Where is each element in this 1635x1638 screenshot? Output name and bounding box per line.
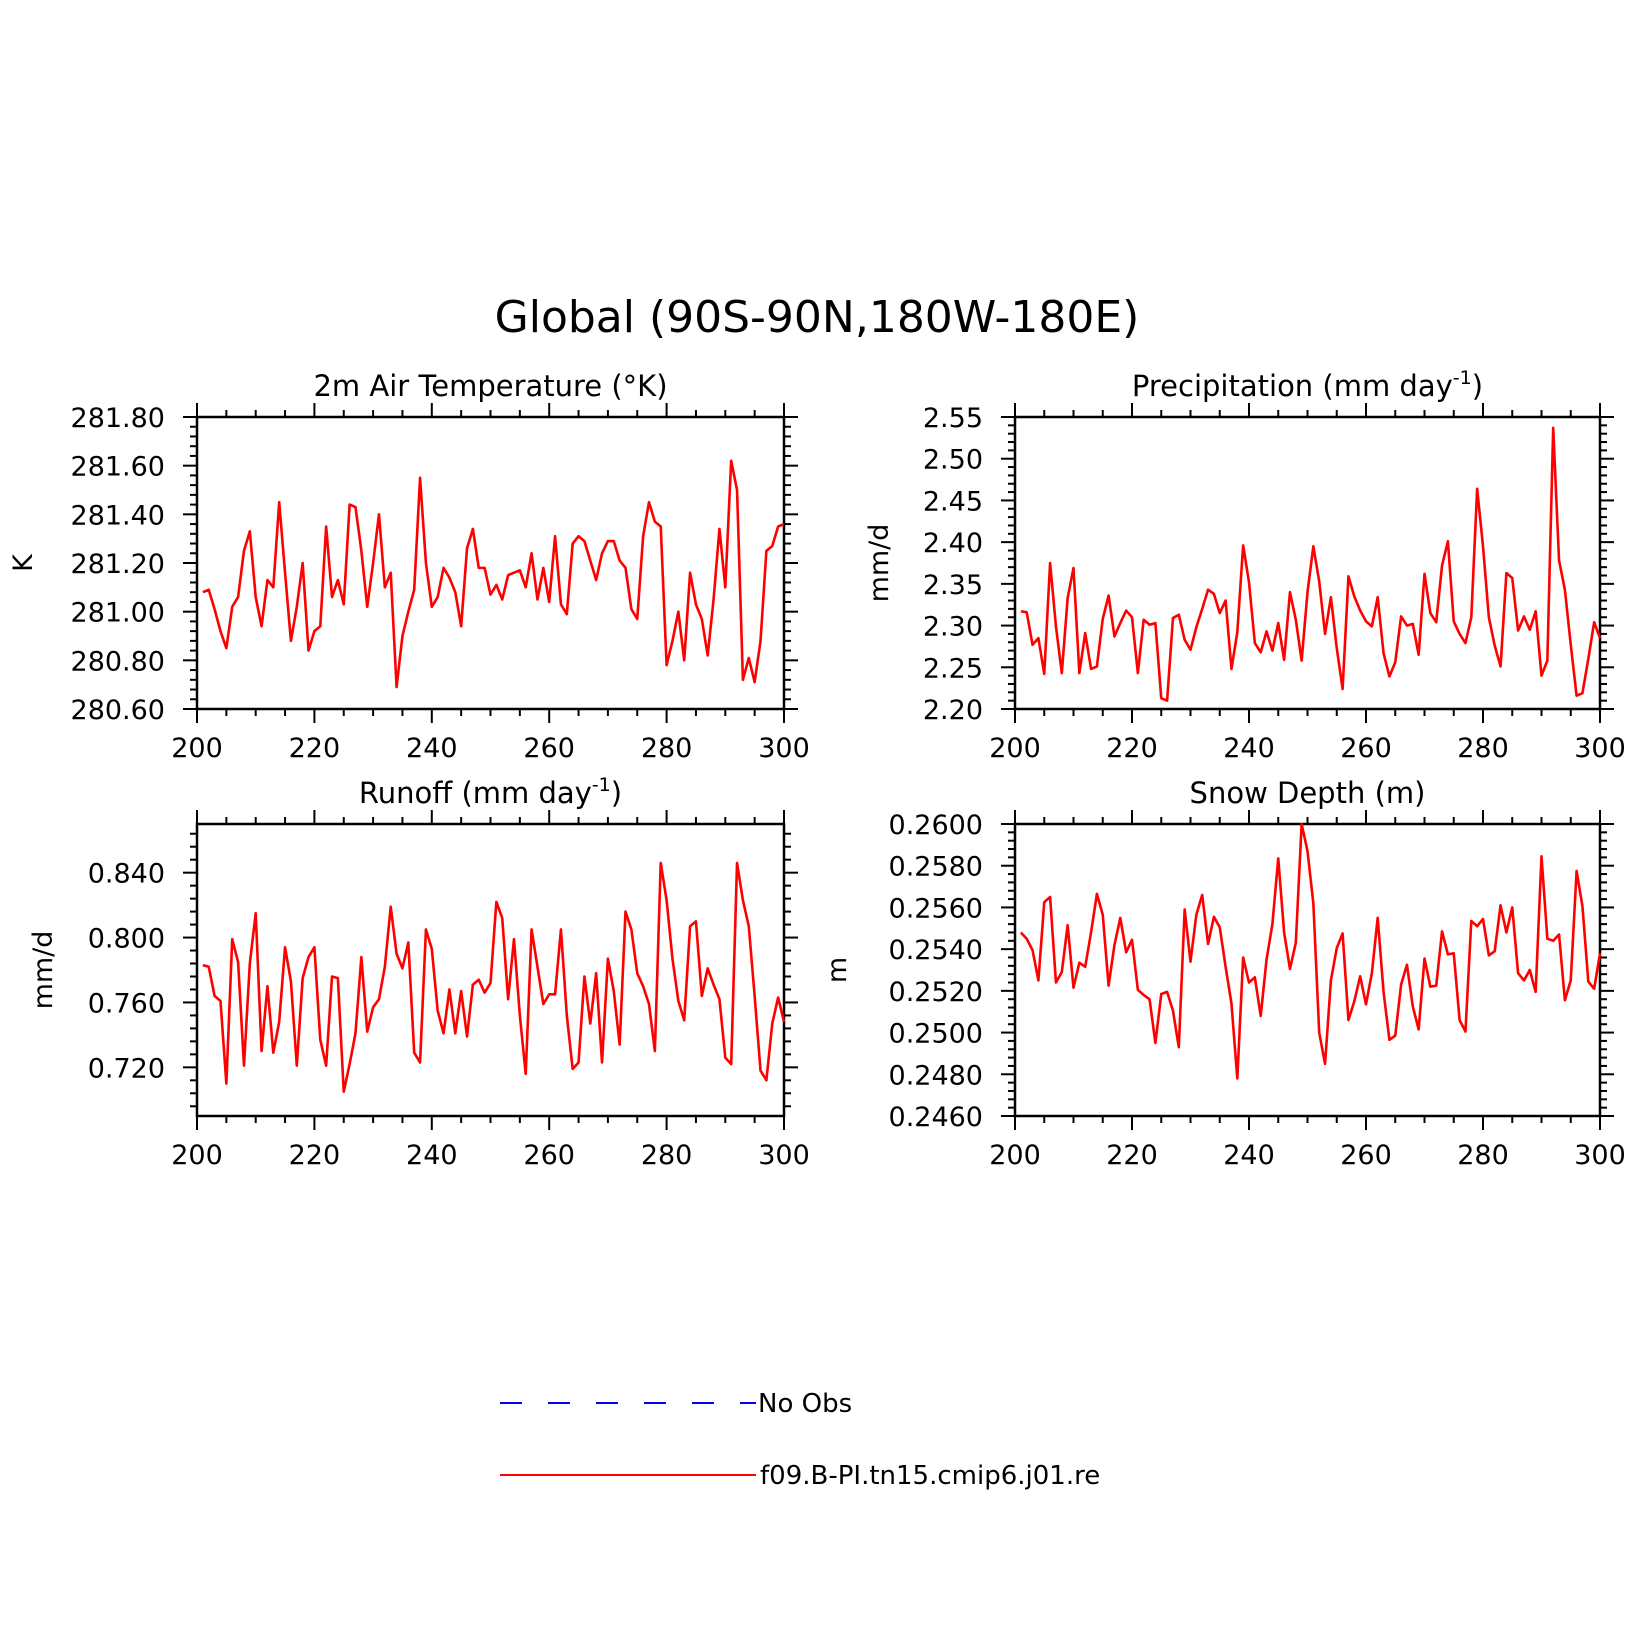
- x-tick-label: 280: [641, 733, 693, 764]
- panels: 200 220 240 260 280 300 280.60 280.80 281.00 281.…: [8, 367, 1626, 1171]
- x-tick-label: 240: [406, 1140, 458, 1171]
- y-axis-label: m: [822, 957, 853, 983]
- y-tick-label: 0.720: [88, 1053, 165, 1084]
- panel-4: 200 220 240 260 280 300 0.2460 0.2480 0.2500 0.25…: [822, 776, 1626, 1171]
- y-tick-label: 0.2600: [889, 810, 983, 841]
- x-tick-label: 300: [758, 733, 810, 764]
- y-tick-label: 281.20: [71, 549, 165, 580]
- y-tick-label: 0.2580: [889, 852, 983, 883]
- y-tick-label: 0.800: [88, 924, 165, 955]
- y-tick-label: 0.2480: [889, 1060, 983, 1091]
- figure-title: Global (90S-90N,180W-180E): [495, 292, 1140, 343]
- y-axis-label: K: [8, 553, 39, 572]
- y-axis-label: mm/d: [28, 931, 59, 1010]
- y-tick-label: 2.30: [923, 612, 983, 643]
- panel-2: 200 220 240 260 280 300 2.20 2.25 2.30 2.35 2.40 2.…: [864, 367, 1626, 764]
- y-tick-label: 280.60: [71, 695, 165, 726]
- y-tick-label: 281.80: [71, 403, 165, 434]
- plot-frame: [1013, 415, 1602, 711]
- y-tick-label: 2.20: [923, 695, 983, 726]
- panel-3: 200 220 240 260 280 300 0.720 0.760 0.800 0.840 mm…: [28, 774, 810, 1171]
- y-tick-label: 0.760: [88, 988, 165, 1019]
- panel-title-superscript: -1: [1453, 367, 1472, 389]
- y-tick-label: 280.80: [71, 646, 165, 677]
- y-tick-label: 2.50: [923, 445, 983, 476]
- x-tick-label: 200: [989, 733, 1041, 764]
- panel-title-superscript: -1: [592, 774, 611, 796]
- y-tick-label: 0.2540: [889, 935, 983, 966]
- x-tick-label: 260: [1340, 733, 1392, 764]
- y-tick-label: 0.840: [88, 859, 165, 890]
- x-tick-label: 220: [289, 733, 341, 764]
- panel-title-text: 2m Air Temperature (°K): [313, 369, 667, 403]
- y-tick-label: 2.35: [923, 570, 983, 601]
- y-tick-label: 2.25: [923, 653, 983, 684]
- y-tick-label: 281.40: [71, 500, 165, 531]
- legend-label-no-obs: No Obs: [758, 1389, 852, 1419]
- x-tick-label: 300: [1574, 733, 1626, 764]
- x-tick-label: 280: [641, 1140, 693, 1171]
- plot-frame: [1013, 822, 1602, 1118]
- y-tick-label: 0.2560: [889, 893, 983, 924]
- x-tick-label: 240: [406, 733, 458, 764]
- y-tick-label: 0.2500: [889, 1019, 983, 1050]
- y-tick-label: 2.55: [923, 403, 983, 434]
- x-tick-label: 240: [1223, 1140, 1275, 1171]
- y-tick-label: 2.45: [923, 486, 983, 517]
- panel-title-text: Precipitation (mm day: [1132, 369, 1453, 403]
- series-line-model: [1019, 822, 1602, 1080]
- panel-title-close: ): [1472, 369, 1483, 403]
- panel-title-text: Runoff (mm day: [359, 776, 592, 810]
- panel-title: Snow Depth (m): [1190, 776, 1426, 810]
- y-tick-label: 281.00: [71, 598, 165, 629]
- x-tick-label: 280: [1457, 1140, 1509, 1171]
- y-tick-label: 0.2460: [889, 1102, 983, 1133]
- series-line-model: [1020, 426, 1602, 702]
- x-tick-label: 240: [1223, 733, 1275, 764]
- x-tick-label: 300: [758, 1140, 810, 1171]
- y-tick-label: 2.40: [923, 528, 983, 559]
- x-tick-label: 220: [289, 1140, 341, 1171]
- x-tick-label: 200: [171, 733, 223, 764]
- x-tick-label: 220: [1106, 733, 1158, 764]
- series-line-model: [202, 861, 786, 1093]
- series-line-model: [202, 459, 785, 689]
- x-tick-label: 200: [989, 1140, 1041, 1171]
- y-axis-label: mm/d: [864, 524, 895, 603]
- x-tick-label: 260: [1340, 1140, 1392, 1171]
- panel-title: Runoff (mm day-1): [359, 774, 622, 810]
- panel-title-text: Snow Depth (m): [1190, 776, 1426, 810]
- panel-title-close: ): [611, 776, 622, 810]
- x-tick-label: 260: [523, 1140, 575, 1171]
- x-tick-label: 200: [171, 1140, 223, 1171]
- y-tick-label: 0.2520: [889, 977, 983, 1008]
- y-tick-label: 281.60: [71, 452, 165, 483]
- x-tick-label: 260: [523, 733, 575, 764]
- legend: No Obs f09.B-PI.tn15.cmip6.j01.re: [500, 1389, 1100, 1491]
- panel-title: 2m Air Temperature (°K): [313, 369, 667, 403]
- panel-1: 200 220 240 260 280 300 280.60 280.80 281.00 281.…: [8, 369, 810, 764]
- legend-label-model: f09.B-PI.tn15.cmip6.j01.re: [760, 1461, 1100, 1491]
- x-tick-label: 280: [1457, 733, 1509, 764]
- panel-title: Precipitation (mm day-1): [1132, 367, 1483, 403]
- x-tick-label: 220: [1106, 1140, 1158, 1171]
- x-tick-label: 300: [1574, 1140, 1626, 1171]
